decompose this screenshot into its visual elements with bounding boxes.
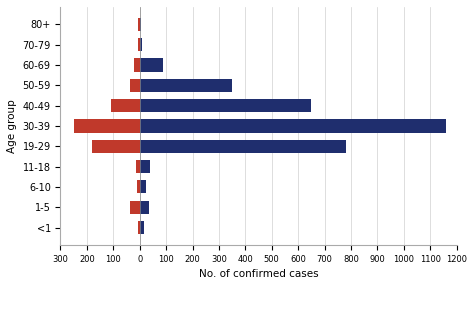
Bar (140, 140, 346, 153)
Bar (136, 160, 140, 173)
Bar (92, 140, 140, 153)
Bar (140, 79, 232, 92)
Bar (138, 18, 140, 31)
Bar (130, 79, 140, 92)
Bar (140, 201, 149, 214)
Bar (73, 119, 140, 133)
X-axis label: No. of confirmed cases: No. of confirmed cases (199, 269, 319, 279)
Bar (130, 201, 140, 214)
Bar (140, 38, 142, 51)
Bar (137, 180, 140, 193)
Bar (140, 18, 141, 31)
Bar (110, 99, 140, 112)
Bar (140, 99, 311, 112)
Bar (137, 221, 140, 234)
Y-axis label: Age group: Age group (7, 99, 17, 153)
Bar (137, 38, 140, 51)
Bar (140, 119, 446, 133)
Bar (140, 221, 144, 234)
Bar (140, 160, 150, 173)
Bar (140, 180, 146, 193)
Bar (140, 58, 164, 72)
Bar (135, 58, 140, 72)
